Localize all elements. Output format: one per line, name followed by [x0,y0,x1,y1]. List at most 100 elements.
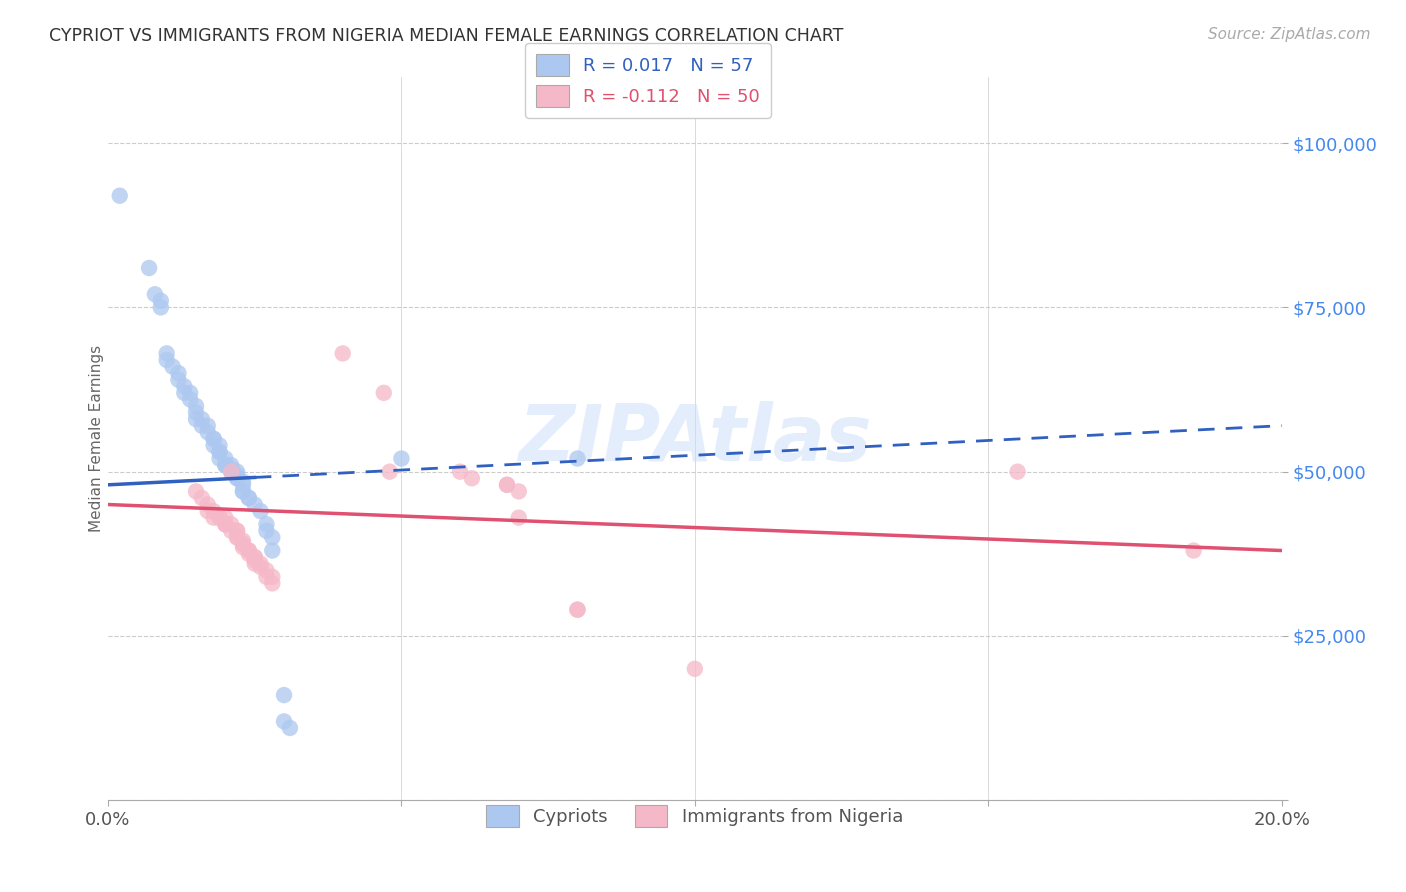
Point [243,550,266,565]
Point [232,484,254,499]
Point [249,560,271,574]
Point [184,399,207,413]
Point [191,418,214,433]
Point [191,491,214,505]
Point [567,602,589,616]
Point [496,478,519,492]
Point [378,465,401,479]
Point [226,524,249,538]
Point [508,484,530,499]
Point [1007,465,1029,479]
Point [273,688,295,702]
Point [254,524,277,538]
Text: ZIPAtlas: ZIPAtlas [517,401,872,477]
Point [254,517,277,532]
Point [208,445,231,459]
Point [214,458,236,472]
Point [179,385,201,400]
Point [249,557,271,571]
Point [232,484,254,499]
Point [184,484,207,499]
Point [184,412,207,426]
Point [208,510,231,524]
Point [567,602,589,616]
Point [226,524,249,538]
Point [202,432,225,446]
Point [273,714,295,729]
Point [567,451,589,466]
Point [197,498,219,512]
Point [226,530,249,544]
Point [226,471,249,485]
Point [202,504,225,518]
Point [226,467,249,482]
Point [202,432,225,446]
Point [202,510,225,524]
Point [214,458,236,472]
Y-axis label: Median Female Earnings: Median Female Earnings [90,345,104,533]
Point [238,543,260,558]
Text: CYPRIOT VS IMMIGRANTS FROM NIGERIA MEDIAN FEMALE EARNINGS CORRELATION CHART: CYPRIOT VS IMMIGRANTS FROM NIGERIA MEDIA… [49,27,844,45]
Point [208,510,231,524]
Point [219,465,242,479]
Point [156,353,179,368]
Point [461,471,484,485]
Point [208,445,231,459]
Point [149,301,172,315]
Point [262,576,284,591]
Point [214,517,236,532]
Point [219,517,242,532]
Point [249,504,271,518]
Point [149,293,172,308]
Point [238,543,260,558]
Point [232,537,254,551]
Point [238,491,260,505]
Point [243,498,266,512]
Point [389,451,412,466]
Point [683,662,706,676]
Point [173,379,195,393]
Point [179,392,201,407]
Point [219,461,242,475]
Point [232,541,254,555]
Point [232,475,254,489]
Point [191,412,214,426]
Point [197,425,219,440]
Point [208,451,231,466]
Point [254,570,277,584]
Point [138,260,160,275]
Legend: Cypriots, Immigrants from Nigeria: Cypriots, Immigrants from Nigeria [479,798,911,835]
Point [208,438,231,452]
Point [108,188,131,202]
Point [184,405,207,419]
Point [226,530,249,544]
Point [219,465,242,479]
Point [219,524,242,538]
Point [238,547,260,561]
Point [197,504,219,518]
Point [214,510,236,524]
Point [1182,543,1205,558]
Point [232,537,254,551]
Point [508,510,530,524]
Point [262,530,284,544]
Point [254,563,277,577]
Point [262,543,284,558]
Point [278,721,301,735]
Text: Source: ZipAtlas.com: Source: ZipAtlas.com [1208,27,1371,42]
Point [219,458,242,472]
Point [243,550,266,565]
Point [214,517,236,532]
Point [214,517,236,532]
Point [202,438,225,452]
Point [219,465,242,479]
Point [197,418,219,433]
Point [214,458,236,472]
Point [243,557,266,571]
Point [214,451,236,466]
Point [226,465,249,479]
Point [167,373,190,387]
Point [262,570,284,584]
Point [156,346,179,360]
Point [162,359,184,374]
